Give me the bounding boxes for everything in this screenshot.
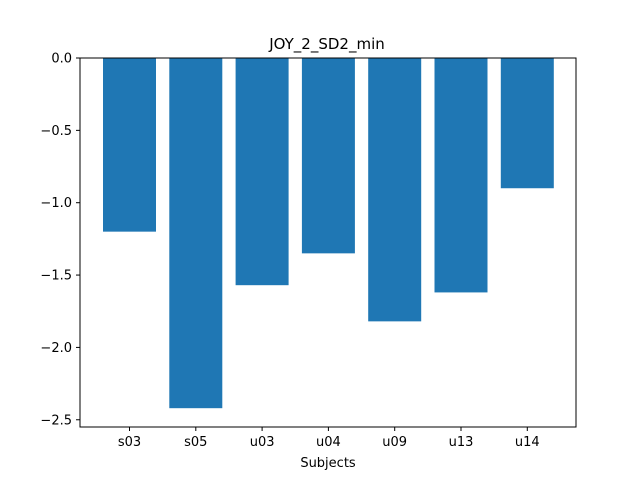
chart-title: JOY_2_SD2_min [268, 35, 385, 54]
bar-u04 [301, 58, 355, 254]
x-axis-title: Subjects [300, 456, 356, 471]
bar-u09 [368, 58, 422, 322]
x-tick-label: s05 [184, 435, 207, 450]
bar-s05 [169, 58, 223, 409]
x-axis-ticks: s03 s05 u03 u04 u09 u13 u14 [118, 427, 540, 450]
x-tick-label: u03 [250, 435, 275, 450]
y-tick-label: −2.0 [40, 341, 72, 356]
y-tick-label: −2.5 [40, 413, 72, 428]
y-tick-label: −1.5 [40, 269, 72, 284]
plot-frame [79, 57, 577, 428]
x-tick-label: s03 [118, 435, 141, 450]
bars-group [103, 58, 554, 409]
y-tick-label: −1.0 [40, 196, 72, 211]
bar-s03 [103, 58, 156, 232]
bar-u13 [434, 58, 488, 293]
bar-u14 [500, 58, 554, 189]
x-tick-label: u09 [382, 435, 407, 450]
y-tick-label: 0.0 [51, 52, 72, 67]
y-axis-ticks: 0.0 −0.5 −1.0 −1.5 −2.0 −2.5 [40, 52, 80, 428]
bar-u03 [235, 58, 289, 286]
x-tick-label: u14 [515, 435, 540, 450]
x-tick-label: u13 [449, 435, 474, 450]
x-tick-label: u04 [316, 435, 341, 450]
y-tick-label: −0.5 [40, 124, 72, 139]
